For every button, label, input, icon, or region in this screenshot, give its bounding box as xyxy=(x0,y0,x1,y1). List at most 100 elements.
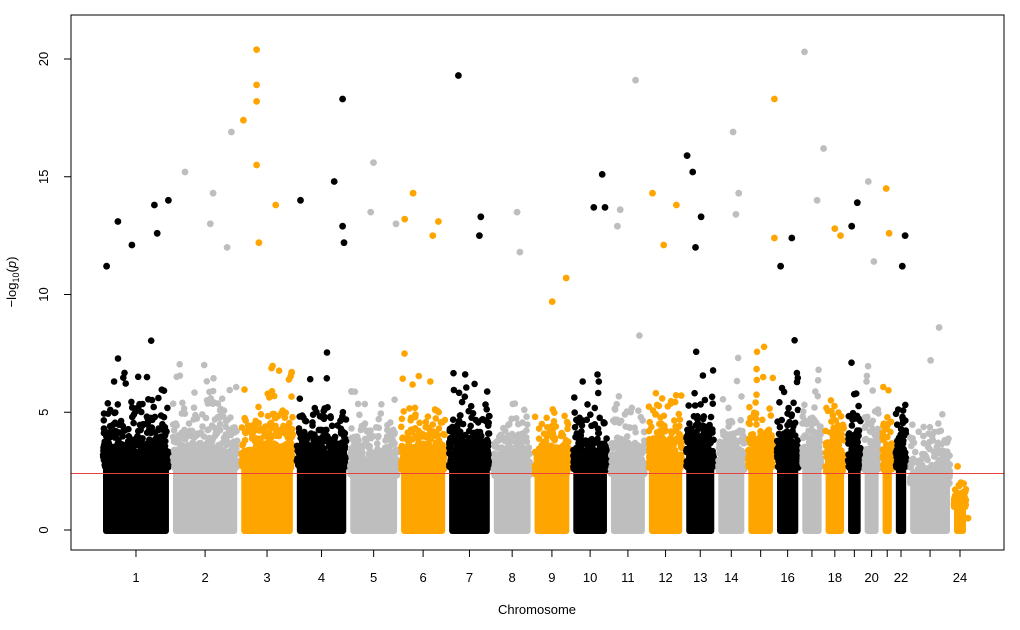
snp-point xyxy=(433,440,441,448)
snp-point xyxy=(157,412,165,419)
snp-point xyxy=(637,413,645,421)
snp-point xyxy=(450,436,458,444)
snp-point xyxy=(398,415,406,423)
snp-point xyxy=(610,441,617,449)
snp-point xyxy=(178,410,186,417)
snp-point xyxy=(615,393,623,400)
snp-point xyxy=(211,424,219,432)
snp-point xyxy=(535,465,543,473)
snp-point xyxy=(296,430,304,437)
snp-point xyxy=(449,416,457,424)
snp-point xyxy=(689,439,697,446)
snp-point xyxy=(352,449,359,457)
peak-snp-point xyxy=(435,218,442,225)
snp-point xyxy=(434,407,441,415)
snp-point xyxy=(420,433,427,440)
snp-point xyxy=(603,435,610,442)
snp-point xyxy=(286,451,294,459)
snp-point xyxy=(548,423,555,430)
snp-point xyxy=(653,401,661,409)
dense-point-mass xyxy=(610,460,645,534)
snp-point xyxy=(543,414,550,422)
peak-snp-point xyxy=(614,222,621,230)
snp-point xyxy=(241,386,248,393)
snp-point xyxy=(640,447,648,455)
snp-point xyxy=(515,472,523,480)
snp-point xyxy=(501,437,509,445)
snp-point xyxy=(373,440,381,447)
snp-point xyxy=(458,433,465,441)
snp-point xyxy=(148,424,156,431)
snp-point xyxy=(115,438,122,446)
snp-point xyxy=(439,419,446,426)
snp-point xyxy=(220,407,228,414)
data-points xyxy=(99,46,972,534)
snp-point xyxy=(708,462,716,470)
peak-snp-point xyxy=(401,215,409,223)
snp-point xyxy=(709,400,717,408)
snp-point xyxy=(700,413,708,420)
snp-point xyxy=(600,420,608,427)
snp-point xyxy=(502,471,510,479)
snp-point xyxy=(399,434,407,442)
peak-snp-point xyxy=(240,116,247,124)
snp-point xyxy=(130,419,137,427)
snp-point xyxy=(309,411,317,419)
snp-point xyxy=(486,412,493,420)
snp-point xyxy=(222,417,230,425)
snp-point xyxy=(186,465,193,473)
snp-point xyxy=(399,375,407,383)
snp-point xyxy=(455,417,463,425)
snp-point xyxy=(463,384,470,391)
snp-point xyxy=(498,462,505,470)
snp-point xyxy=(219,454,227,461)
peak-snp-point xyxy=(562,274,570,282)
snp-point xyxy=(621,411,629,418)
chromosome-10-points xyxy=(570,171,611,534)
snp-point xyxy=(408,429,416,436)
snp-point xyxy=(114,355,122,362)
chromosome-12-points xyxy=(645,189,686,534)
snp-point xyxy=(146,449,153,456)
snp-point xyxy=(697,401,704,408)
snp-point xyxy=(297,449,304,457)
peak-snp-point xyxy=(253,46,260,53)
peak-snp-point xyxy=(228,128,235,136)
snp-point xyxy=(238,424,246,431)
snp-point xyxy=(362,459,369,467)
snp-point xyxy=(608,465,615,473)
snp-point xyxy=(699,422,706,429)
snp-point xyxy=(122,380,129,387)
peak-snp-point xyxy=(692,244,699,251)
snp-point xyxy=(484,439,492,447)
snp-point xyxy=(516,462,523,470)
snp-point xyxy=(379,447,387,454)
snp-point xyxy=(660,425,667,433)
snp-point xyxy=(564,421,572,428)
snp-point xyxy=(193,414,200,422)
snp-point xyxy=(512,457,519,465)
snp-point xyxy=(348,460,356,467)
snp-point xyxy=(230,441,237,448)
snp-point xyxy=(597,440,605,448)
snp-point xyxy=(176,361,183,368)
snp-point xyxy=(264,390,272,398)
dense-point-mass xyxy=(648,452,683,534)
snp-point xyxy=(684,426,691,434)
snp-point xyxy=(216,426,224,434)
snp-point xyxy=(375,432,382,440)
snp-point xyxy=(525,445,532,452)
snp-point xyxy=(222,435,230,443)
snp-point xyxy=(513,415,520,422)
snp-point xyxy=(507,438,515,445)
snp-point xyxy=(169,421,177,428)
snp-point xyxy=(702,436,710,444)
snp-point xyxy=(372,424,380,431)
snp-point xyxy=(190,404,198,412)
snp-point xyxy=(129,453,136,461)
chromosome-11-points xyxy=(607,76,649,534)
snp-point xyxy=(339,413,346,420)
snp-point xyxy=(706,427,714,435)
snp-point xyxy=(174,460,182,468)
dense-point-mass xyxy=(172,454,238,534)
